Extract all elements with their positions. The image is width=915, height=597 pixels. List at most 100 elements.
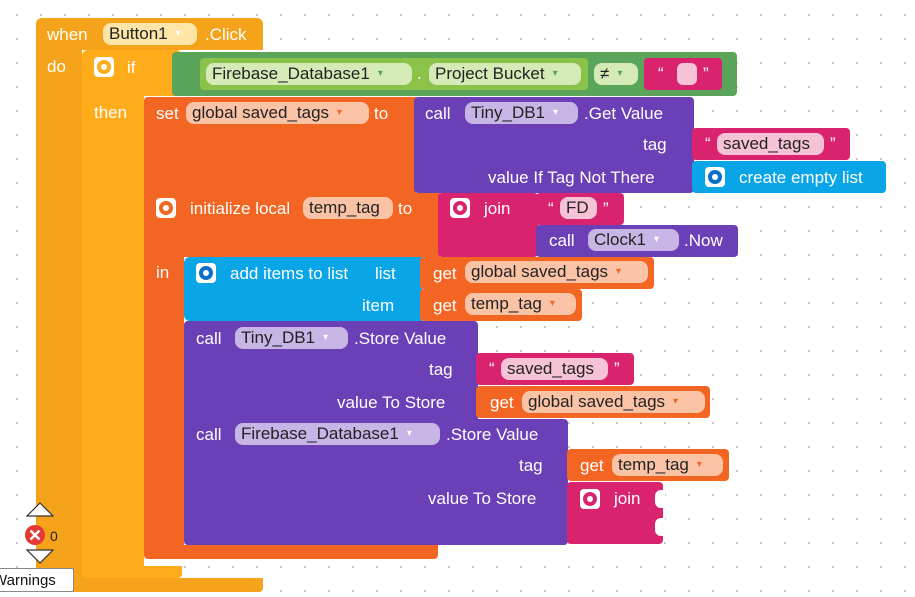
init-local-to-label: to bbox=[398, 199, 413, 218]
add-items-mutator-gear-icon[interactable] bbox=[196, 263, 216, 283]
create-empty-list-label: create empty list bbox=[739, 168, 863, 187]
get-value-tag-label: tag bbox=[643, 135, 667, 154]
firebase-component-dropdown[interactable]: Firebase_Database1 ▾ bbox=[235, 423, 440, 445]
property-name: Project Bucket bbox=[435, 64, 545, 83]
join-label: join bbox=[614, 489, 641, 508]
add-items-label: add items to list bbox=[230, 264, 349, 283]
get-variable-dropdown[interactable]: temp_tag ▾ bbox=[465, 293, 576, 315]
join-socket-1 bbox=[655, 490, 665, 508]
tinydb-component-name: Tiny_DB1 bbox=[241, 328, 316, 347]
warnings-label: Warnings bbox=[0, 572, 56, 589]
list-mutator-gear-icon[interactable] bbox=[705, 167, 725, 187]
fb-store-tag-label: tag bbox=[519, 456, 543, 475]
quote-open: “ bbox=[658, 64, 664, 83]
scroll-down-icon[interactable] bbox=[26, 548, 54, 564]
tinydb-component-dropdown[interactable]: Tiny_DB1 ▾ bbox=[465, 102, 578, 124]
event-name: .Click bbox=[205, 25, 247, 44]
clock-component-name: Clock1 bbox=[594, 230, 646, 249]
get-variable-dropdown[interactable]: global saved_tags ▾ bbox=[465, 261, 648, 283]
fb-store-call-label: call bbox=[196, 425, 222, 444]
store-call-label: call bbox=[196, 329, 222, 348]
component-name: Button1 bbox=[109, 24, 168, 43]
property-dropdown[interactable]: Project Bucket ▾ bbox=[429, 63, 581, 85]
init-local-spine bbox=[144, 257, 184, 553]
error-icon bbox=[25, 525, 45, 545]
init-local-mutator-gear-icon[interactable] bbox=[156, 198, 176, 218]
add-items-item-label: item bbox=[362, 296, 395, 315]
join-mutator-gear-icon[interactable] bbox=[580, 489, 600, 509]
get-value-call-label: call bbox=[425, 104, 451, 123]
chevron-down-icon: ▾ bbox=[617, 68, 623, 79]
set-label: set bbox=[156, 104, 179, 123]
get-variable-name: global saved_tags bbox=[471, 262, 609, 281]
chevron-down-icon: ▾ bbox=[552, 68, 558, 79]
set-variable-name: global saved_tags bbox=[192, 103, 330, 122]
chevron-down-icon: ▾ bbox=[175, 28, 181, 39]
component-dropdown-button1[interactable]: Button1 ▾ bbox=[103, 23, 197, 45]
chevron-down-icon: ▾ bbox=[337, 107, 343, 118]
set-variable-dropdown[interactable]: global saved_tags ▾ bbox=[186, 102, 369, 124]
local-variable-name: temp_tag bbox=[309, 198, 380, 217]
chevron-down-icon: ▾ bbox=[553, 107, 559, 118]
store-method: .Store Value bbox=[354, 329, 447, 348]
text-field-fd[interactable]: FD bbox=[560, 197, 597, 219]
property-dot: . bbox=[417, 64, 422, 83]
get-value-method: .Get Value bbox=[584, 104, 664, 123]
firebase-component-name: Firebase_Database1 bbox=[241, 424, 399, 443]
text-value: saved_tags bbox=[507, 359, 594, 378]
when-label: when bbox=[47, 25, 88, 44]
if-then-block[interactable] bbox=[82, 50, 182, 578]
chevron-down-icon: ▾ bbox=[323, 332, 329, 343]
quote-open: “ bbox=[705, 134, 711, 153]
store-value-label: value To Store bbox=[337, 393, 446, 412]
if-mutator-gear-icon[interactable] bbox=[94, 57, 114, 77]
store-tag-label: tag bbox=[429, 360, 453, 379]
join-socket-2 bbox=[655, 518, 665, 536]
event-block-footer bbox=[36, 578, 263, 592]
clock-component-dropdown[interactable]: Clock1 ▾ bbox=[588, 229, 679, 251]
quote-open: “ bbox=[548, 199, 554, 218]
text-value: saved_tags bbox=[723, 134, 810, 153]
add-items-list-label: list bbox=[375, 264, 396, 283]
get-value-default-label: value If Tag Not There bbox=[488, 168, 655, 187]
empty-text-field[interactable] bbox=[677, 63, 697, 85]
join-mutator-gear-icon[interactable] bbox=[450, 198, 470, 218]
scroll-up-icon bbox=[26, 502, 54, 517]
chevron-down-icon: ▾ bbox=[377, 68, 383, 79]
init-local-footer bbox=[144, 545, 438, 559]
init-local-header bbox=[144, 193, 440, 257]
text-field-saved-tags[interactable]: saved_tags bbox=[501, 358, 608, 380]
initialize-local-label: initialize local bbox=[190, 199, 291, 218]
text-field-saved-tags[interactable]: saved_tags bbox=[717, 133, 824, 155]
warnings-toggle[interactable]: Warnings bbox=[0, 568, 74, 592]
clock-method: .Now bbox=[684, 231, 723, 250]
chevron-down-icon: ▾ bbox=[673, 396, 679, 407]
get-variable-dropdown[interactable]: global saved_tags ▾ bbox=[522, 391, 705, 413]
operator-dropdown[interactable]: ≠ ▾ bbox=[594, 63, 638, 85]
chevron-down-icon: ▾ bbox=[653, 234, 659, 245]
operator-symbol: ≠ bbox=[600, 64, 610, 83]
join-label: join bbox=[484, 199, 511, 218]
firebase-component-name: Firebase_Database1 bbox=[212, 64, 370, 83]
if-block-spine bbox=[82, 96, 144, 578]
firebase-component-dropdown[interactable]: Firebase_Database1 ▾ bbox=[206, 63, 412, 85]
then-label: then bbox=[94, 103, 128, 122]
tinydb-component-name: Tiny_DB1 bbox=[471, 103, 546, 122]
if-label: if bbox=[127, 58, 136, 77]
fb-store-value-label: value To Store bbox=[428, 489, 537, 508]
set-to-label: to bbox=[374, 104, 389, 123]
chevron-down-icon: ▾ bbox=[406, 428, 412, 439]
add-items-to-list-block[interactable] bbox=[184, 257, 422, 321]
chevron-down-icon: ▾ bbox=[549, 298, 555, 309]
if-block-footer bbox=[82, 566, 182, 578]
get-variable-name: temp_tag bbox=[471, 294, 542, 313]
text-value: FD bbox=[566, 198, 589, 217]
initialize-local-block[interactable] bbox=[144, 193, 440, 560]
do-label: do bbox=[47, 57, 66, 76]
local-variable-name-field[interactable]: temp_tag bbox=[303, 197, 393, 219]
fb-store-method: .Store Value bbox=[446, 425, 539, 444]
get-variable-name: temp_tag bbox=[618, 455, 689, 474]
tinydb-component-dropdown[interactable]: Tiny_DB1 ▾ bbox=[235, 327, 348, 349]
get-variable-dropdown[interactable]: temp_tag ▾ bbox=[612, 454, 723, 476]
error-count: 0 bbox=[50, 528, 58, 544]
